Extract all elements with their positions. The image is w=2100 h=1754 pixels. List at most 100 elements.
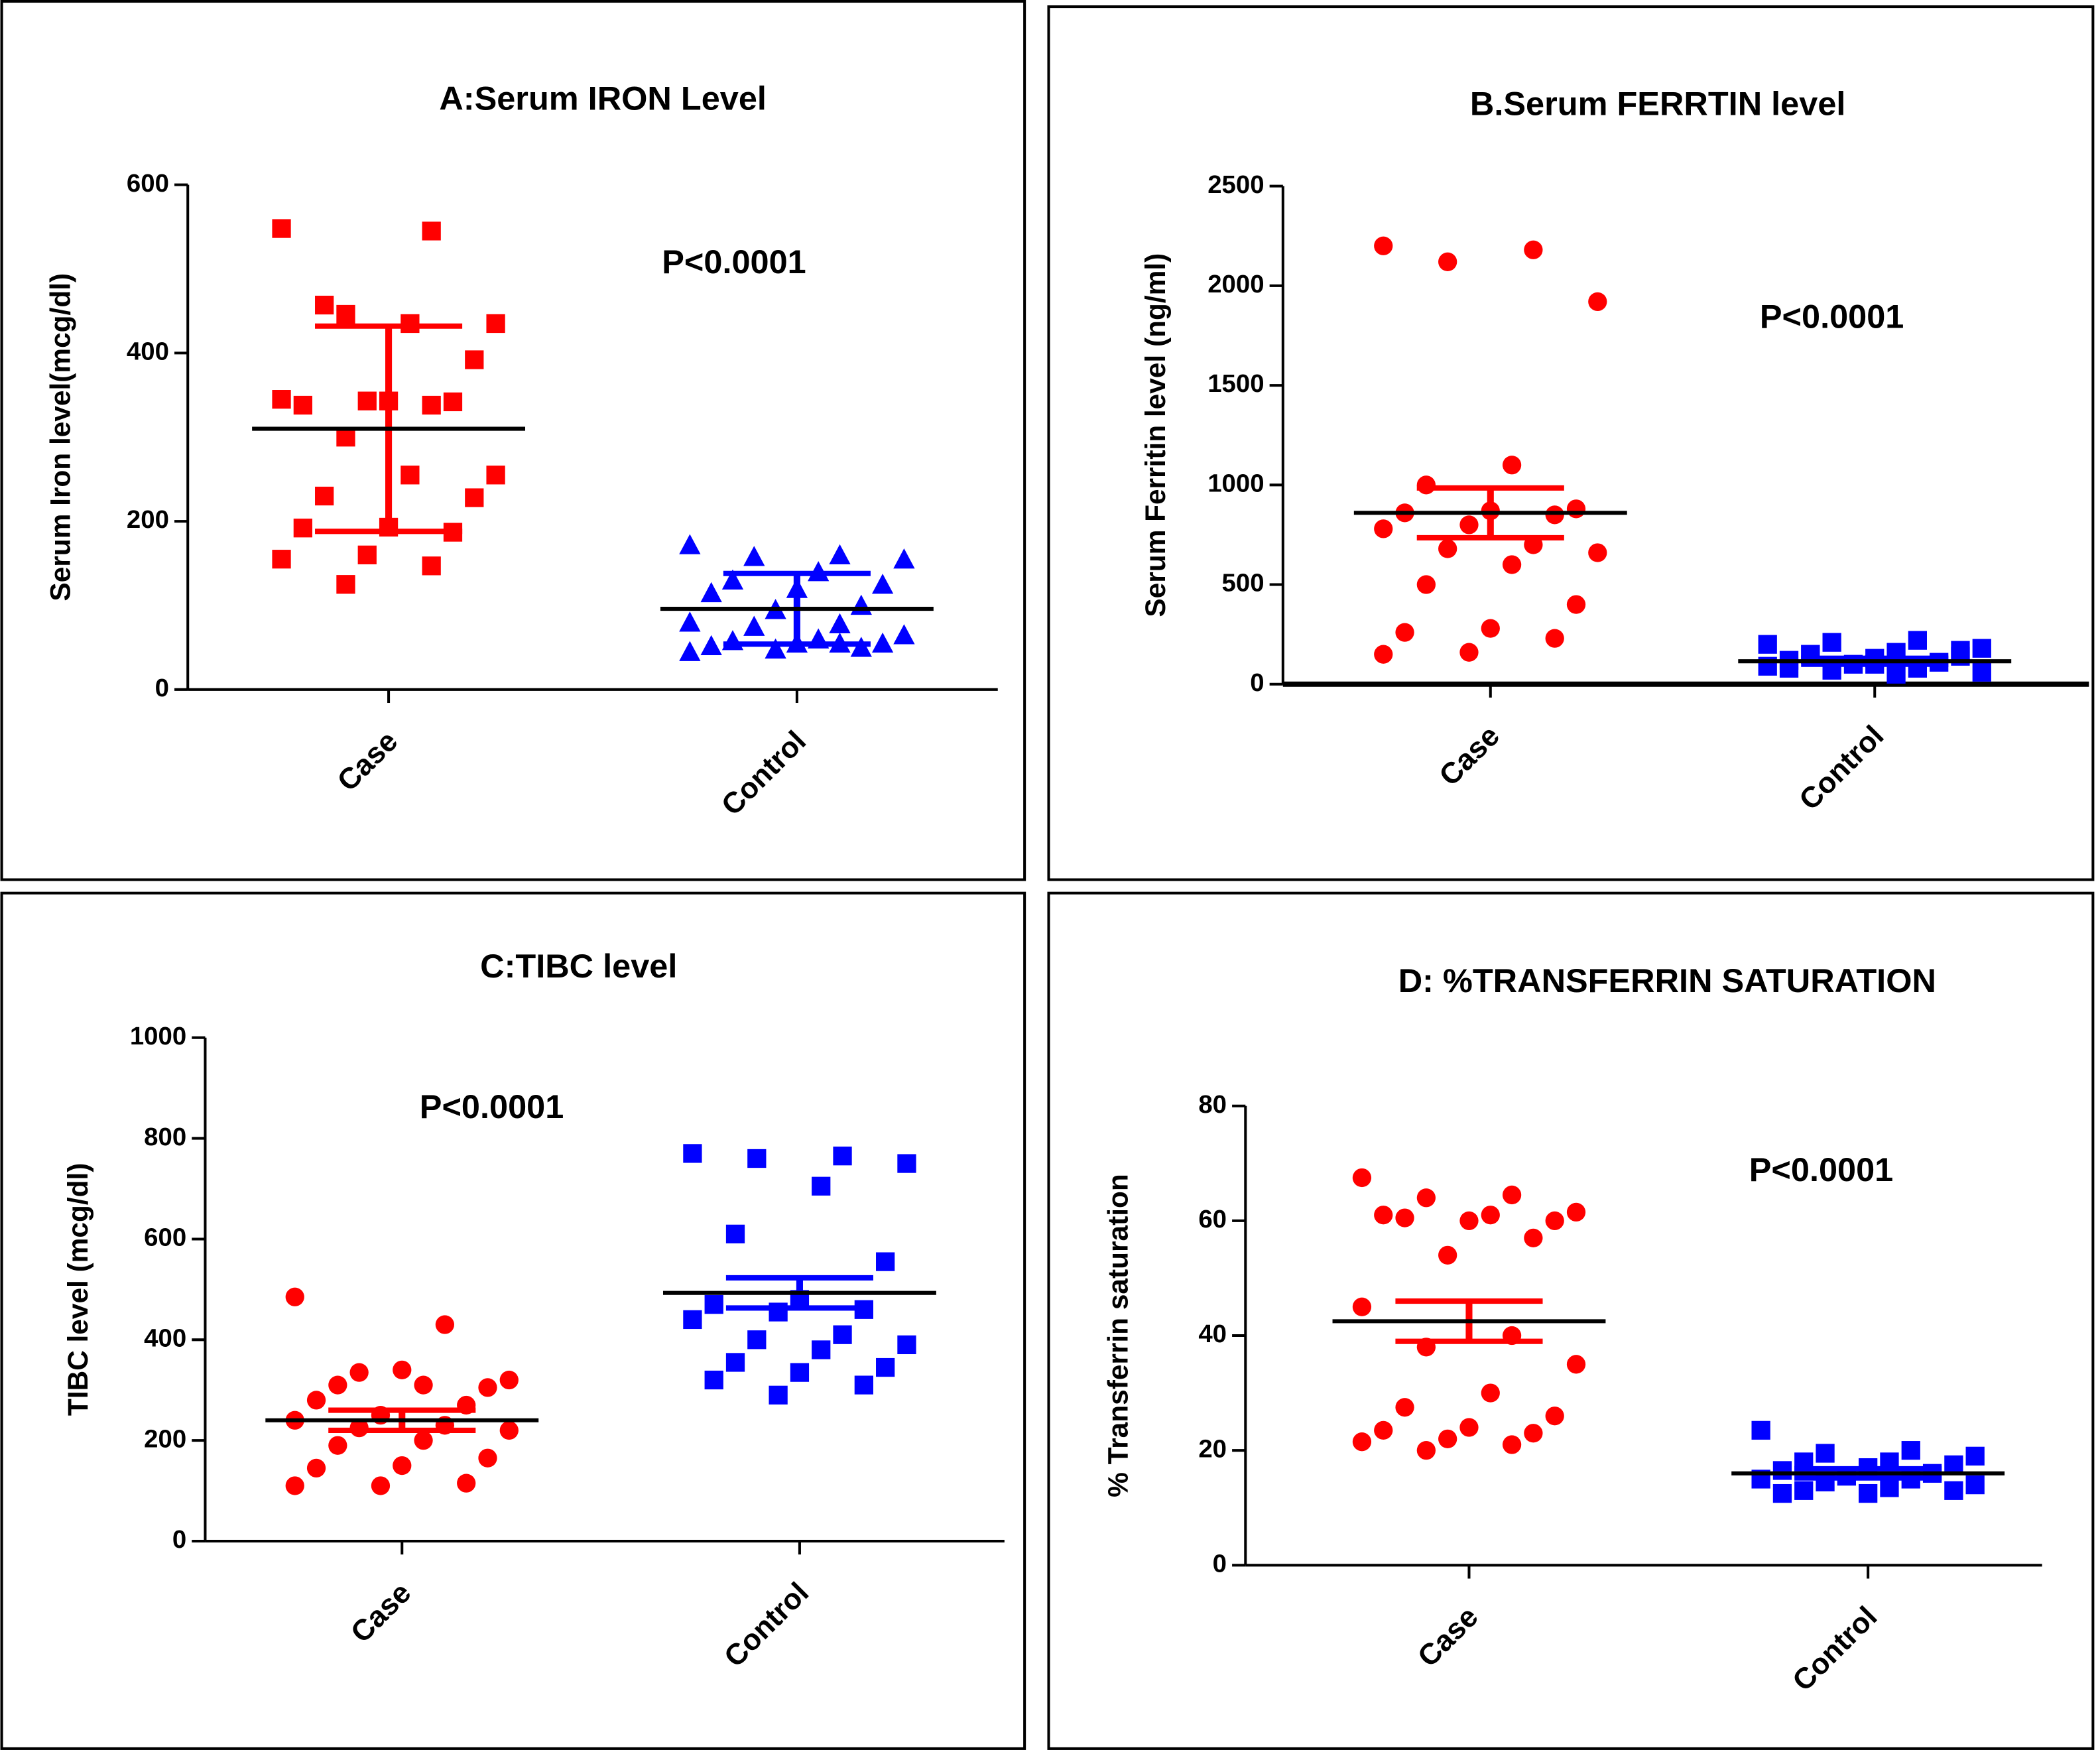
y-axis-label: TIBC level (mcg/dl) [62,1163,93,1416]
point [1481,1206,1500,1225]
point [1566,499,1586,519]
point [700,582,722,603]
point [414,1375,433,1395]
point [812,1176,831,1196]
x-tick-label: Control [1786,1600,1883,1697]
point [833,1147,852,1166]
point [1481,619,1500,638]
point [422,556,441,576]
point [1901,1441,1920,1460]
point [725,1353,745,1372]
point [465,350,484,369]
point [721,630,744,651]
point [393,1456,412,1475]
point [1566,1355,1586,1374]
point [1481,1383,1500,1403]
point [422,395,441,415]
point [854,1375,873,1395]
panel-frame [1047,5,2095,881]
point [1944,1481,1963,1500]
y-tick-label: 20 [1198,1434,1227,1463]
point [1880,1478,1899,1497]
y-tick-label: 600 [144,1223,186,1252]
point [1416,1188,1436,1208]
point [1545,629,1564,648]
annotation: P<0.0001 [1749,1151,1894,1188]
point [679,641,701,661]
point [1395,1398,1414,1417]
point [1951,641,1970,660]
y-tick-label: 2500 [1207,170,1264,199]
point [850,594,872,615]
point [1965,1475,1985,1495]
point [1374,645,1393,664]
point [1524,1424,1543,1443]
y-tick-label: 0 [155,674,169,702]
point [1502,1435,1522,1454]
y-tick-label: 0 [1213,1549,1227,1578]
point [293,519,312,538]
point [1588,543,1607,562]
y-tick-label: 1000 [130,1022,186,1050]
panel-frame [0,0,1026,881]
x-tick-label: Control [1793,720,1890,816]
point [871,632,894,653]
point [1794,1481,1814,1500]
point [1438,252,1457,271]
point [443,392,463,412]
point [893,624,915,645]
point [876,1252,895,1271]
point [371,1476,391,1495]
x-tick-label: Case [345,1576,418,1649]
point [393,1360,412,1379]
point [1438,539,1457,558]
y-tick-label: 600 [127,169,169,198]
point [1502,1185,1522,1205]
point [1416,475,1436,495]
chart-title: B.Serum FERRTIN level [1470,85,1846,123]
point [704,1295,723,1314]
y-tick-label: 1000 [1207,469,1264,497]
point [435,1315,455,1334]
y-tick-label: 200 [144,1424,186,1453]
point [328,1375,347,1395]
y-tick-label: 0 [1250,668,1264,697]
point [897,1154,916,1173]
point [1545,1211,1564,1231]
point [721,569,744,590]
point [1545,1407,1564,1426]
panel-frame [0,891,1026,1750]
point [1816,1444,1835,1463]
y-tick-label: 800 [144,1123,186,1151]
point [812,1340,831,1359]
point [1822,633,1841,652]
point [315,295,334,315]
point [704,1370,723,1390]
point [336,304,355,324]
point [272,550,291,569]
point [679,534,701,554]
point [1944,1455,1963,1474]
point [1438,1245,1457,1265]
point [293,395,312,415]
point [893,548,915,569]
point [1395,1208,1414,1227]
point [1772,1461,1792,1480]
y-axis-label: Serum Ferritin level (ng/ml) [1140,253,1171,617]
point [683,1310,702,1330]
point [1416,575,1436,594]
point [833,1325,852,1344]
x-tick-label: Case [1433,720,1506,792]
point [272,390,291,409]
point [1751,1420,1770,1440]
point [1459,1211,1479,1231]
x-tick-label: Case [1412,1600,1485,1673]
annotation: P<0.0001 [1760,298,1904,336]
point [1859,1483,1878,1503]
point [1566,1202,1586,1222]
point [850,637,872,657]
point [743,546,765,566]
point [1352,1432,1372,1452]
point [829,544,851,564]
